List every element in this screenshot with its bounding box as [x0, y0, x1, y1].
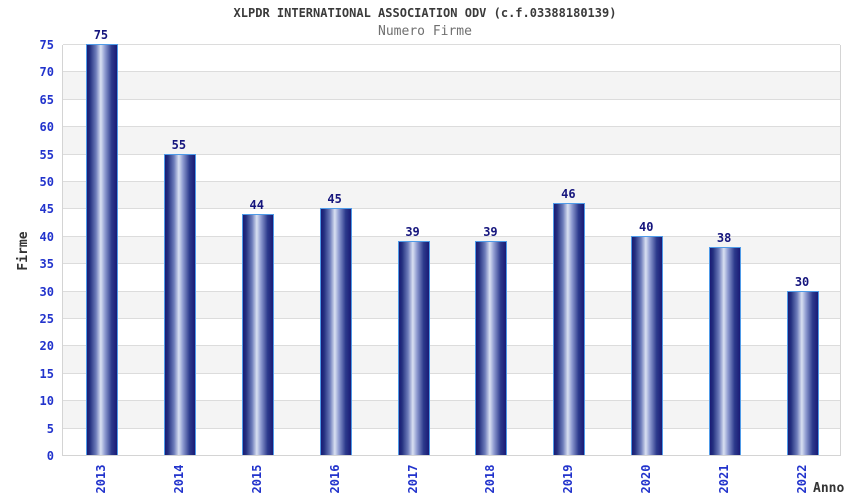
x-tick-label-2016: 2016 — [327, 464, 342, 494]
x-tick-label-2014: 2014 — [171, 464, 186, 494]
gridline — [63, 290, 840, 292]
bar-2020 — [631, 235, 664, 455]
bar-2016 — [319, 208, 352, 455]
gridline — [63, 98, 840, 100]
plot-band — [63, 98, 840, 127]
y-tick-label: 35 — [39, 257, 54, 272]
gridline — [63, 235, 840, 237]
bar-2019 — [553, 202, 586, 455]
y-tick-label: 75 — [39, 38, 54, 52]
gridline — [63, 126, 840, 128]
bar-2017 — [397, 241, 430, 455]
chart-subtitle: Numero Firme — [378, 24, 472, 39]
y-tick-label: 45 — [39, 202, 54, 217]
bar-2014 — [163, 153, 196, 455]
x-tick-label-2017: 2017 — [405, 464, 420, 494]
plot-band — [63, 126, 840, 154]
y-tick-label: 65 — [39, 92, 54, 107]
x-tick-label-2021: 2021 — [717, 464, 732, 494]
bar-2015 — [241, 213, 274, 455]
y-tick-label: 30 — [39, 284, 54, 299]
y-tick-label: 60 — [39, 120, 54, 135]
y-tick-label: 5 — [46, 421, 54, 436]
gridline — [63, 71, 840, 73]
gridline — [63, 372, 840, 374]
gridline — [63, 263, 840, 265]
bar-2022 — [787, 290, 820, 455]
x-tick-label-2019: 2019 — [561, 464, 576, 494]
y-tick-label: 50 — [39, 175, 54, 189]
bar-2021 — [709, 246, 742, 455]
gridline — [63, 427, 840, 429]
bar-value-label: 75 — [93, 28, 109, 42]
x-tick-label-2018: 2018 — [483, 464, 498, 494]
bar-value-label: 39 — [483, 225, 498, 240]
bar-value-label: 38 — [716, 230, 732, 245]
bar-value-label: 45 — [327, 192, 342, 207]
y-tick-label: 70 — [39, 65, 54, 80]
plot-area — [62, 44, 841, 456]
plot-band — [63, 44, 840, 72]
bar-2013 — [85, 44, 118, 455]
gridline — [63, 153, 840, 155]
gridline — [63, 400, 840, 402]
y-tick-label: 40 — [39, 229, 54, 244]
y-tick-label: 25 — [39, 312, 54, 326]
y-tick-label: 20 — [39, 339, 54, 354]
plot-band — [63, 71, 840, 99]
x-tick-label-2015: 2015 — [249, 464, 264, 494]
y-tick-label: 15 — [39, 366, 54, 381]
chart-title: XLPDR INTERNATIONAL ASSOCIATION ODV (c.f… — [233, 6, 617, 20]
bar-2018 — [475, 241, 508, 455]
bar-value-label: 46 — [561, 186, 576, 201]
y-axis-title: Firme — [16, 230, 31, 271]
x-axis-title: Anno — [813, 481, 845, 496]
gridline — [63, 44, 840, 45]
x-tick-label-2020: 2020 — [639, 464, 654, 494]
bar-value-label: 40 — [639, 219, 654, 234]
y-tick-label: 10 — [39, 394, 54, 409]
gridline — [63, 318, 840, 319]
x-tick-label-2022: 2022 — [795, 464, 810, 494]
gridline — [63, 208, 840, 210]
bar-value-label: 39 — [405, 225, 420, 240]
gridline — [63, 181, 840, 182]
x-tick-label-2013: 2013 — [93, 464, 108, 494]
gridline — [63, 345, 840, 347]
bar-value-label: 55 — [171, 137, 187, 152]
y-tick-label: 55 — [39, 147, 54, 162]
bar-value-label: 30 — [794, 274, 810, 289]
y-tick-label: 0 — [46, 449, 54, 463]
bar-value-label: 44 — [249, 197, 264, 212]
